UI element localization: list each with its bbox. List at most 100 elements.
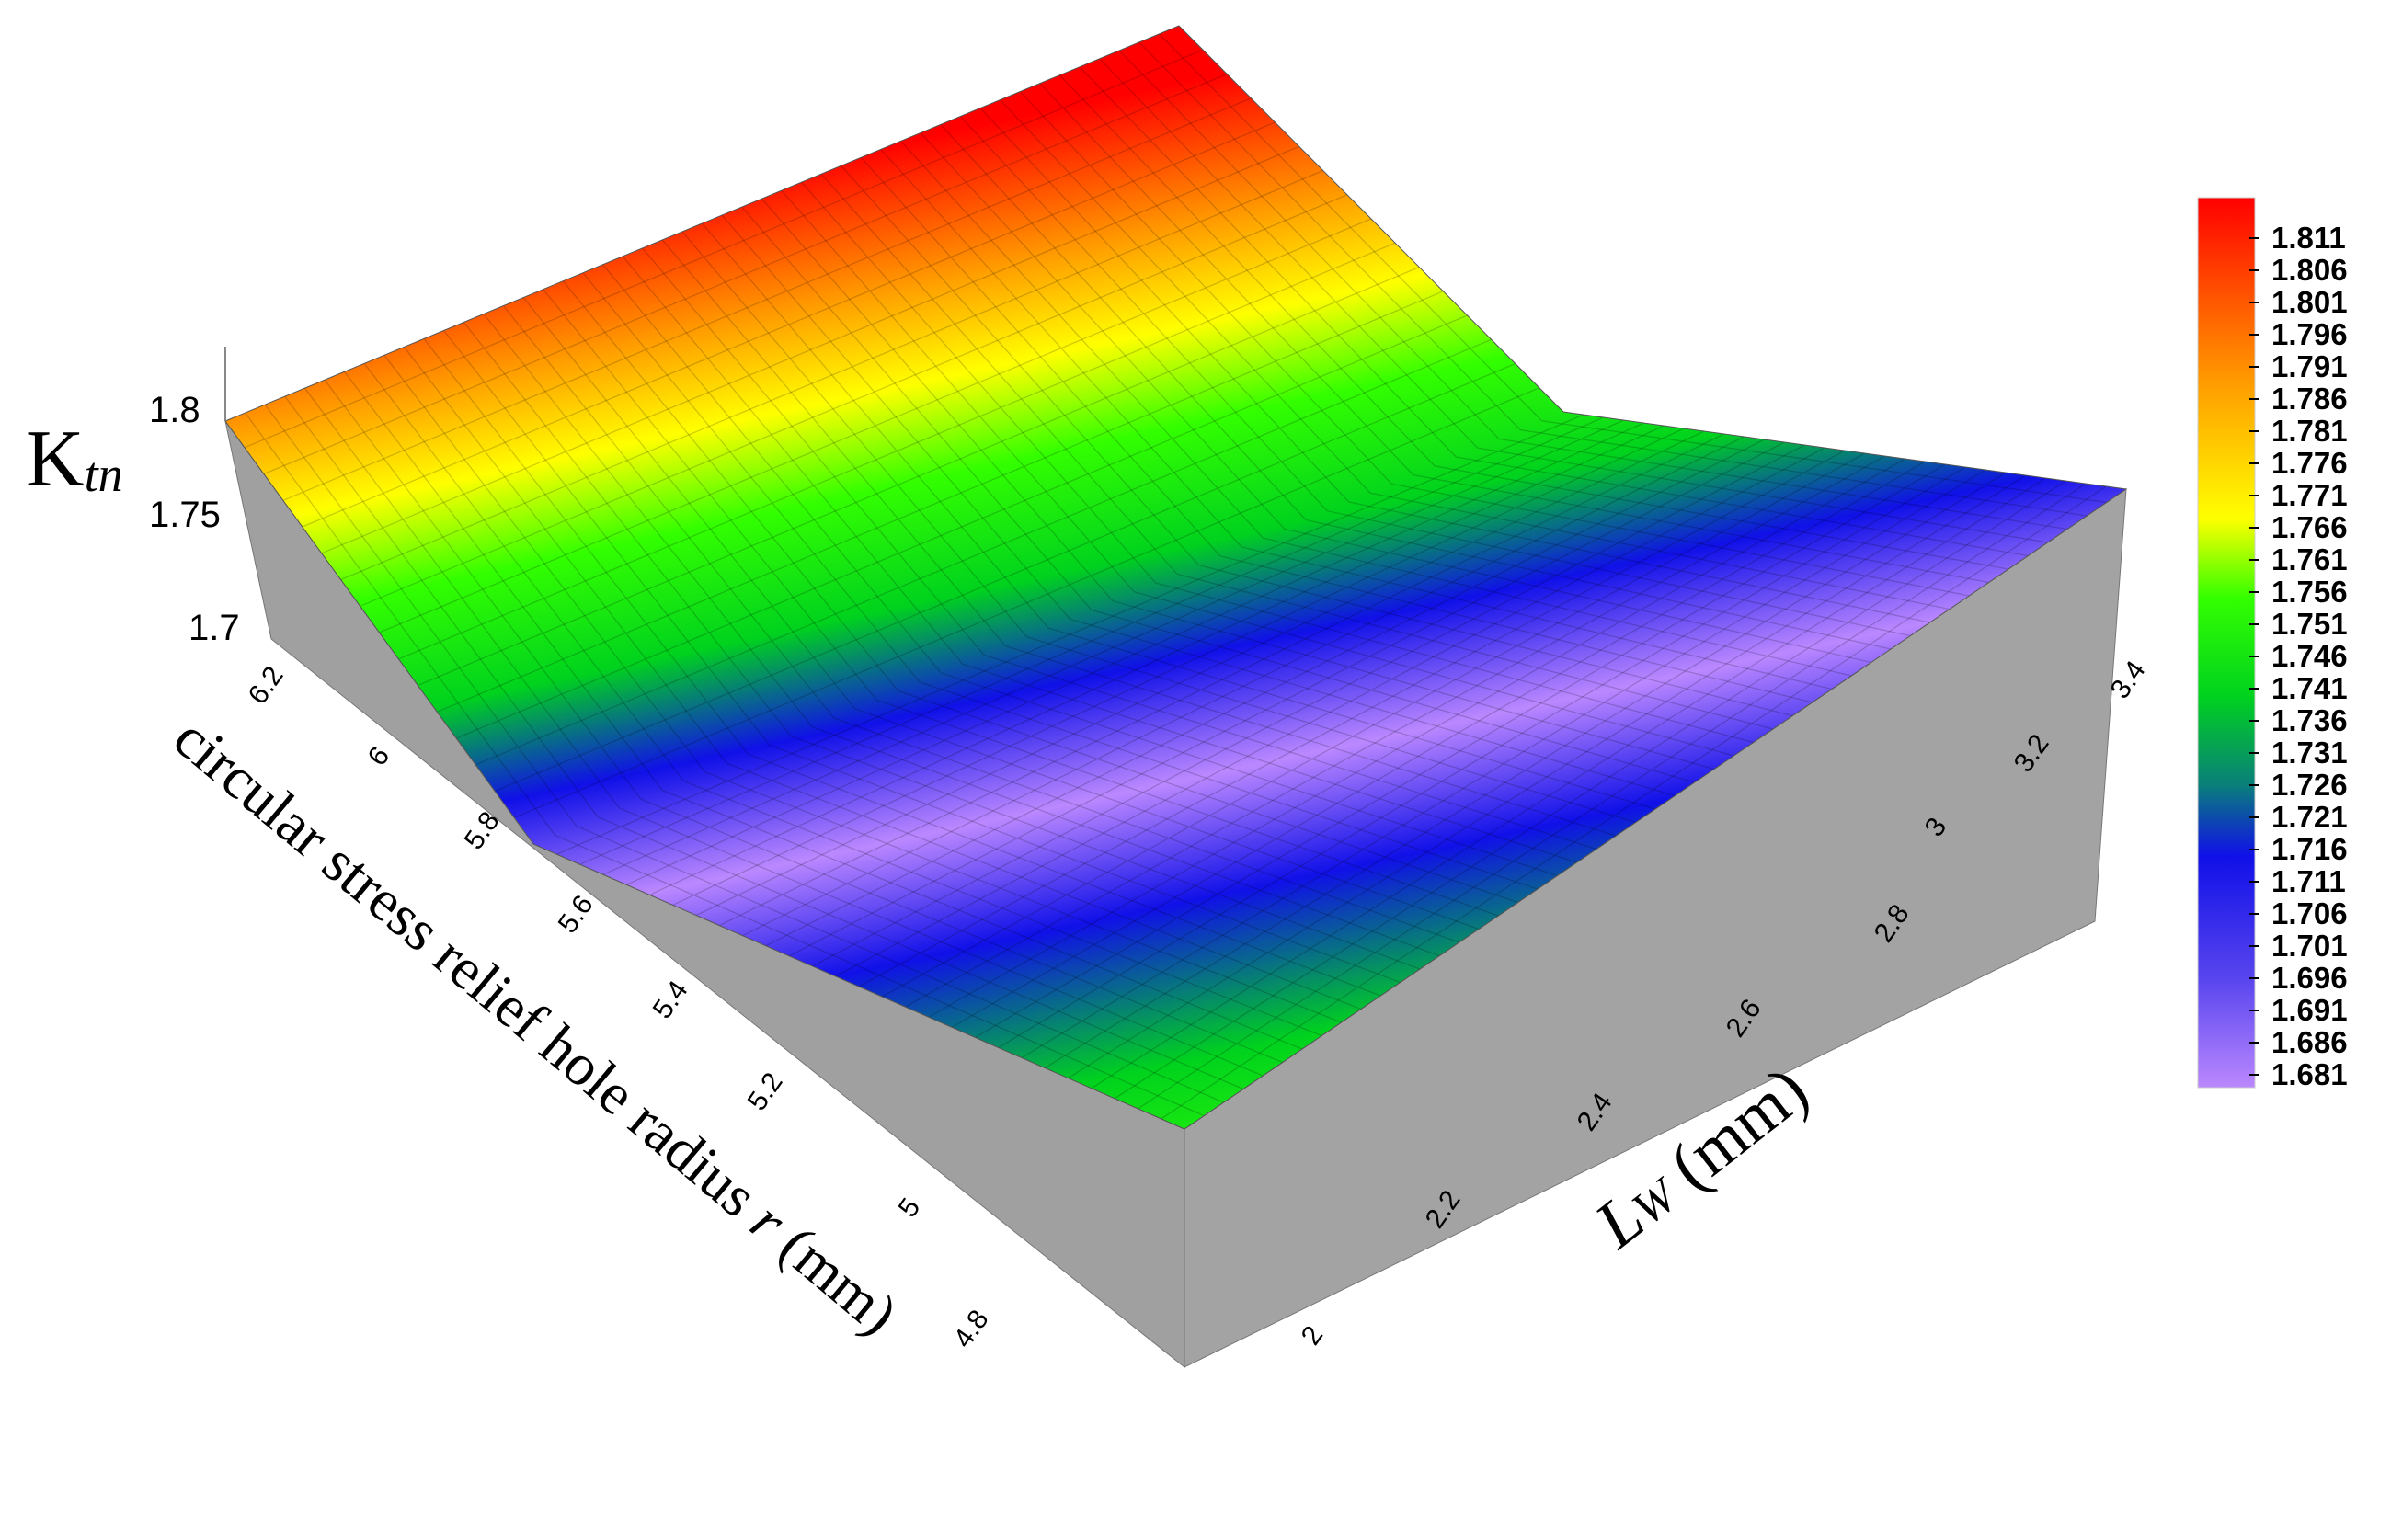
- colorbar-tick-label: 1.771: [2271, 478, 2348, 512]
- surface-grid-line-r: [801, 181, 1754, 744]
- surface-grid-line-lw: [1044, 472, 2007, 1069]
- surface-grid-line-r: [841, 165, 1793, 717]
- surface-grid-line-r: [781, 189, 1734, 757]
- surface-grid-line-r: [642, 247, 1597, 850]
- surface-grid-line-r: [463, 322, 1421, 970]
- colorbar-tick-label: 1.726: [2271, 768, 2348, 802]
- colorbar-tick-label: 1.711: [2271, 864, 2346, 898]
- surface-grid-line-r: [1000, 99, 1951, 610]
- colorbar-tick-label: 1.746: [2271, 639, 2348, 673]
- colorbar-tick-label: 1.806: [2271, 253, 2348, 287]
- r-tick: 5.2: [742, 1067, 789, 1116]
- surface-grid-line-r: [1058, 74, 2009, 570]
- r-tick: 6.2: [243, 661, 290, 710]
- surface-grid-line-lw: [858, 450, 1846, 987]
- surface-grid-line-r: [741, 206, 1695, 783]
- colorbar-tick-label: 1.801: [2271, 285, 2348, 319]
- surface-grid-line-r: [562, 280, 1518, 904]
- surface-grid-line-r: [1079, 66, 2029, 557]
- surface-grid-line-lw: [1021, 469, 1986, 1059]
- surface-grid-line-r: [1118, 50, 2068, 530]
- colorbar-tick-label: 1.706: [2271, 896, 2348, 930]
- surface-grid-line-lw: [579, 416, 1604, 865]
- surface-grid-line-r: [880, 148, 1833, 690]
- surface-grid-line-lw: [1161, 485, 2107, 1120]
- surface-grid-line-r: [661, 239, 1617, 837]
- surface-grid-line-r: [344, 371, 1303, 1050]
- colorbar-tick-label: 1.781: [2271, 414, 2348, 448]
- surface-grid-line-lw: [244, 49, 1204, 449]
- surface-grid-line-r: [1039, 83, 1989, 584]
- surface-grid: [244, 33, 2107, 1120]
- surface-grid-line-r: [1019, 91, 1970, 597]
- surface-grid-line-lw: [742, 436, 1745, 937]
- surface-grid-line-lw: [418, 266, 1420, 687]
- colorbar-tick-label: 1.716: [2271, 832, 2348, 866]
- surface-grid-line-lw: [649, 425, 1665, 895]
- surface-grid-line-lw: [672, 428, 1685, 906]
- surface-grid-line-lw: [1138, 483, 2087, 1110]
- surface-grid-line-r: [1099, 58, 2048, 543]
- surface-grid-line-lw: [302, 121, 1276, 528]
- surface-outline: [224, 25, 2128, 1130]
- surface-grid-line-r: [622, 256, 1577, 863]
- surface-grid-line-lw: [905, 455, 1886, 1008]
- surface-grid-line-r: [721, 214, 1676, 797]
- surface-grid-line-lw: [556, 414, 1584, 855]
- surface-grid-line-lw: [951, 461, 1926, 1028]
- surface-grid-line-r: [303, 387, 1264, 1077]
- colorbar-tick-label: 1.766: [2271, 510, 2348, 544]
- surface-grid-line-lw: [360, 194, 1348, 607]
- surface-grid-line-lw: [475, 338, 1492, 766]
- surface-grid-line-lw: [719, 433, 1725, 927]
- colorbar-tick-label: 1.731: [2271, 736, 2348, 770]
- surface-grid-line-r: [681, 231, 1636, 824]
- surface-grid-line-lw: [456, 314, 1468, 739]
- r-tick: 4.8: [948, 1305, 995, 1353]
- surface-grid-line-r: [363, 362, 1322, 1037]
- surface-grid-line-lw: [812, 444, 1805, 967]
- surface-grid-line-r: [543, 289, 1499, 917]
- r-tick: 5: [893, 1192, 927, 1223]
- surface-grid-line-r: [264, 404, 1224, 1103]
- surface-grid-line-r: [483, 314, 1440, 957]
- surface-grid-line-r: [245, 412, 1205, 1117]
- surface-grid-line-r: [761, 198, 1715, 770]
- surface-grid-line-lw: [1091, 477, 2046, 1089]
- surface-grid-line-r: [284, 395, 1244, 1090]
- colorbar-tick-label: 1.721: [2271, 800, 2348, 834]
- surface-grid-line-r: [443, 330, 1401, 984]
- colorbar-tick-label: 1.751: [2271, 607, 2348, 641]
- surface-grid-line-lw: [398, 242, 1396, 660]
- surface-grid-line-lw: [513, 387, 1540, 818]
- surface-grid-line-lw: [998, 466, 1966, 1048]
- surface-grid-line-lw: [321, 145, 1299, 554]
- surface-grid-line-lw: [494, 362, 1516, 793]
- colorbar-tick-label: 1.796: [2271, 317, 2348, 351]
- z-axis-label-sub: tn: [85, 447, 123, 502]
- z-axis-label: Ktn: [26, 415, 123, 504]
- r-tick: 5.6: [553, 890, 600, 939]
- surface-grid-line-lw: [835, 447, 1825, 977]
- r-tick: 6: [362, 741, 396, 771]
- colorbar-tick-label: 1.786: [2271, 382, 2348, 416]
- surface-grid-line-lw: [695, 430, 1705, 917]
- surface-grid-line-r: [959, 116, 1911, 637]
- surface-grid-line-r: [1158, 33, 2107, 504]
- colorbar-tick-label: 1.691: [2271, 993, 2348, 1027]
- r-tick: 5.4: [647, 975, 694, 1024]
- surface-grid-line-r: [1138, 41, 2088, 517]
- colorbar-tick-label: 1.791: [2271, 349, 2348, 383]
- surface-grid-line-r: [423, 338, 1381, 997]
- colorbar-tick-label: 1.681: [2271, 1057, 2348, 1091]
- surface-grid-line-r: [324, 379, 1283, 1064]
- lw-tick: 2: [1296, 1320, 1330, 1351]
- surface-grid-line-lw: [602, 419, 1624, 875]
- z-tick: 1.7: [189, 608, 240, 648]
- surface-grid-line-r: [860, 156, 1813, 703]
- z-tick: 1.75: [149, 495, 221, 535]
- r-axis-label-unit: (mm): [757, 1203, 910, 1347]
- surface-grid-line-lw: [625, 422, 1644, 885]
- surface-grid-line-lw: [881, 452, 1866, 998]
- colorbar-tick-label: 1.756: [2271, 575, 2348, 609]
